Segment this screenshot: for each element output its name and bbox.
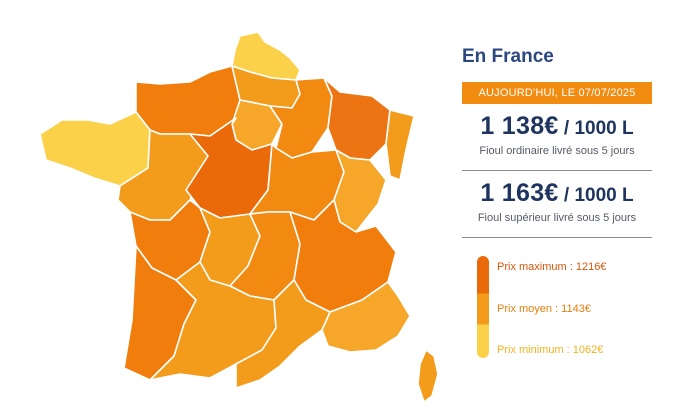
legend-color-bar — [477, 256, 489, 358]
price-superieur-value: 1 163€ — [480, 179, 559, 207]
map-region-bretagne[interactable] — [39, 111, 151, 187]
map-region-corse[interactable] — [417, 349, 439, 403]
separator — [462, 170, 652, 171]
date-banner: AUJOURD'HUI, LE 07/07/2025 — [462, 82, 652, 104]
price-superieur-description: Fioul supérieur livré sous 5 jours — [477, 212, 637, 224]
france-map — [39, 31, 439, 403]
panel-title: En France — [462, 46, 554, 67]
separator — [462, 237, 652, 238]
map-region-franche-comte[interactable] — [333, 149, 387, 233]
map-region-nord[interactable] — [231, 31, 301, 81]
map-region-alsace[interactable] — [385, 109, 415, 181]
price-superieur: 1 163€ / 1000 L — [462, 179, 652, 208]
map-region-languedoc[interactable] — [235, 279, 331, 389]
price-ordinaire: 1 138€ / 1000 L — [462, 112, 652, 141]
legend-max-label: Prix maximum : 1216€ — [497, 261, 607, 273]
france-map-svg — [39, 31, 439, 403]
price-ordinaire-description: Fioul ordinaire livré sous 5 jours — [479, 145, 635, 157]
legend-moyen-label: Prix moyen : 1143€ — [497, 303, 591, 315]
price-ordinaire-unit: / 1000 L — [558, 118, 634, 139]
price-superieur-unit: / 1000 L — [558, 185, 634, 206]
map-region-paca[interactable] — [321, 281, 411, 353]
price-ordinaire-value: 1 138€ — [480, 112, 559, 140]
map-region-lorraine[interactable] — [323, 77, 391, 161]
price-panel: En France AUJOURD'HUI, LE 07/07/2025 1 1… — [462, 46, 652, 238]
price-legend: Prix maximum : 1216€ Prix moyen : 1143€ … — [477, 256, 657, 358]
legend-min-label: Prix minimum : 1062€ — [497, 344, 604, 356]
